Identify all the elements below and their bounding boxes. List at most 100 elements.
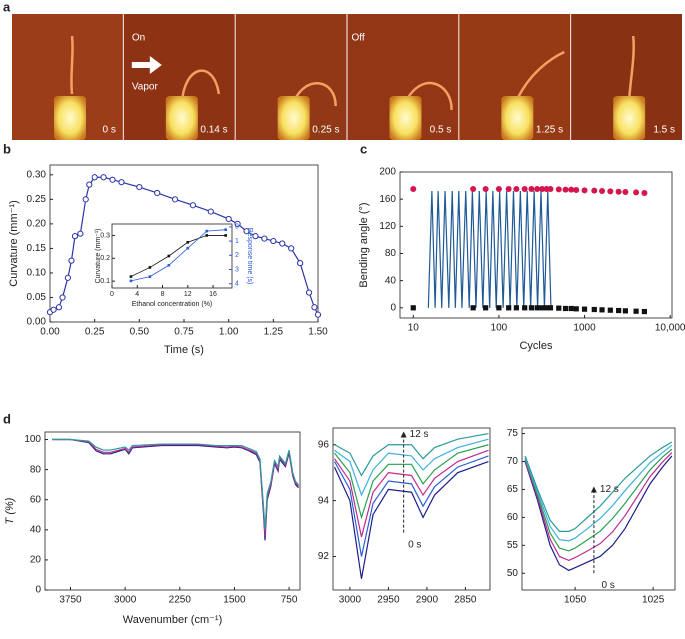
data-point (68, 257, 75, 264)
data-line (524, 455, 673, 572)
panel-label: a (3, 0, 11, 14)
y-tick-label: 0.2 (100, 255, 110, 262)
data-point (55, 304, 63, 311)
x-tick-label: 1500 (223, 595, 246, 606)
data-point (50, 306, 57, 313)
y-tick-label: 65 (507, 484, 519, 495)
data-line (130, 235, 226, 277)
data-point (599, 188, 606, 195)
data-point (573, 186, 580, 193)
data-point (607, 307, 613, 313)
data-line (334, 449, 489, 538)
x-tick-label: 8 (161, 291, 165, 298)
data-point (470, 305, 476, 311)
time-caption: 0.14 s (200, 125, 227, 136)
data-point (568, 305, 574, 312)
time-caption: 1.5 s (653, 125, 675, 136)
data-line (334, 432, 489, 477)
data-point (82, 196, 89, 203)
data-point (581, 187, 588, 194)
y-tick-label: 0 (35, 585, 41, 596)
data-point (186, 246, 190, 250)
plot-frame (111, 223, 233, 289)
caption: Vapor (132, 82, 159, 93)
data-point (633, 189, 640, 196)
y2-tick-label: 0 (235, 224, 239, 231)
data-point (279, 240, 286, 247)
data-point (534, 305, 540, 311)
heater (389, 96, 422, 140)
panel-label: b (3, 141, 11, 156)
x-axis-title: Cycles (519, 340, 553, 352)
data-point (224, 228, 227, 231)
data-line (52, 438, 299, 530)
data-point (528, 185, 535, 192)
y-tick-label: 0.00 (27, 317, 47, 328)
x-axis-title: Time (s) (164, 344, 204, 356)
y-tick-label: 200 (379, 167, 396, 178)
data-point (482, 185, 489, 192)
data-point (641, 190, 648, 197)
y2-tick-label: 4 (235, 281, 239, 288)
data-point (591, 187, 598, 194)
photo-strip: 0 s 0.14 s 0.25 s 0.5 s 1.25 s 1.5 s On Vapor Of… (12, 14, 682, 140)
heater (54, 96, 86, 140)
arrow-head (590, 486, 597, 493)
y-tick-label: 80 (385, 248, 397, 259)
y2-axis-title: Response time (s) (246, 228, 253, 285)
x-tick-label: 1000 (573, 323, 596, 334)
data-point (129, 275, 133, 278)
y-tick-label: 50 (507, 568, 519, 579)
x-tick-label: 2900 (416, 595, 439, 606)
x-tick-label: 1.00 (219, 327, 239, 338)
data-point (129, 279, 133, 283)
data-line (524, 444, 673, 542)
data-point (252, 233, 259, 240)
data-point (534, 185, 541, 192)
annotation: 12 s (600, 484, 619, 495)
x-tick-label: 100 (491, 323, 508, 334)
x-tick-label: 1050 (564, 595, 587, 606)
data-point (483, 305, 489, 311)
chart: 3000 2950 2900 2850 92 94 96 12 s 0 s (318, 427, 491, 606)
fiber (292, 82, 337, 107)
y-axis-title: Curvature (mm⁻¹) (8, 200, 20, 286)
data-point (496, 305, 502, 311)
data-point (171, 196, 179, 203)
x-tick-label: 0 (110, 291, 114, 298)
caption: On (132, 33, 145, 44)
data-point (297, 260, 304, 267)
panel-label: d (3, 411, 11, 426)
data-point (521, 185, 528, 192)
data-point (71, 233, 79, 240)
data-point (311, 304, 318, 311)
data-point (547, 185, 554, 192)
chart: c 10 100 1000 10,000 0 40 80 120 160 200 Cycles Bend… (358, 141, 685, 351)
data-point (109, 176, 116, 183)
data-point (616, 307, 622, 314)
data-point (539, 185, 546, 192)
x-tick-label: 2850 (454, 595, 477, 606)
x-tick-label: 4 (135, 291, 139, 298)
data-point (513, 305, 519, 311)
data-point (189, 202, 197, 209)
time-caption: 0.25 s (312, 125, 339, 136)
data-point (64, 274, 71, 281)
data-point (506, 305, 512, 311)
data-point (641, 308, 648, 315)
data-point (167, 254, 171, 258)
data-point (528, 305, 535, 311)
heater (613, 96, 646, 140)
data-point (154, 189, 161, 197)
y-tick-label: 40 (30, 524, 42, 535)
plot-frame (521, 427, 676, 591)
data-point (410, 185, 417, 192)
chart: 1050 1025 50 55 60 65 70 75 12 s 0 s (507, 427, 676, 606)
y-tick-label: 0.20 (27, 219, 47, 230)
x-tick-label: 1025 (642, 595, 665, 606)
data-point (410, 305, 416, 311)
data-point (573, 306, 579, 312)
y-tick-label: 0.05 (27, 292, 47, 303)
